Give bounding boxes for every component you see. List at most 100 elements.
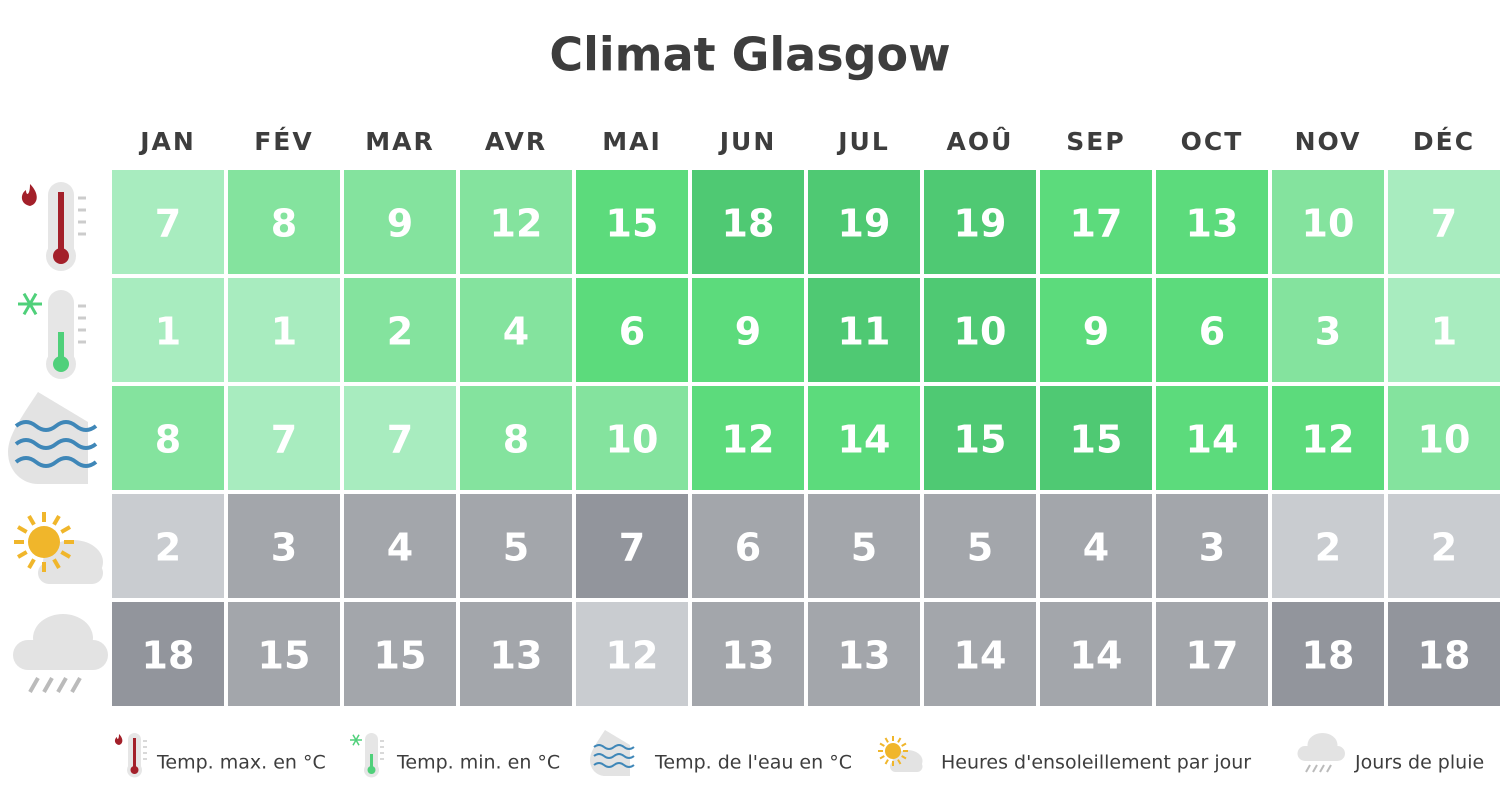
cell xyxy=(1388,386,1500,490)
cell-value: 19 xyxy=(954,202,1007,246)
icon-water xyxy=(8,392,98,484)
thermo-bulb-fill xyxy=(367,766,376,774)
cell-value: 15 xyxy=(606,202,659,246)
cell xyxy=(228,278,340,382)
cell xyxy=(1156,602,1268,706)
cell-value: 18 xyxy=(1418,634,1471,678)
legend-label: Temp. de l'eau en °C xyxy=(654,752,852,774)
cell xyxy=(1040,494,1152,598)
cell xyxy=(344,386,456,490)
cell xyxy=(112,170,224,274)
legend-label: Temp. min. en °C xyxy=(396,752,560,774)
ray xyxy=(60,550,71,559)
cell-value: 8 xyxy=(271,202,297,246)
cell-value: 6 xyxy=(619,310,645,354)
cell-value: 13 xyxy=(722,634,775,678)
cell xyxy=(1272,278,1384,382)
month-label: AVR xyxy=(485,127,547,156)
cell xyxy=(1388,170,1500,274)
month-label: DÉC xyxy=(1413,127,1475,156)
cell xyxy=(924,170,1036,274)
icon-tmin xyxy=(350,733,384,778)
cell-value: 14 xyxy=(1070,634,1123,678)
sun xyxy=(28,526,60,558)
cell-value: 8 xyxy=(155,418,181,462)
ray xyxy=(52,515,61,526)
wave xyxy=(593,753,635,759)
icon-sun xyxy=(878,736,923,772)
cell xyxy=(460,494,572,598)
cell xyxy=(112,386,224,490)
ray xyxy=(884,759,889,765)
cell-value: 7 xyxy=(1431,202,1457,246)
cell xyxy=(924,386,1036,490)
cell-value: 3 xyxy=(1315,310,1341,354)
icon-tmax xyxy=(114,733,147,778)
thermo-fill xyxy=(58,192,64,254)
ray xyxy=(52,558,61,569)
month-label: MAI xyxy=(602,127,662,156)
icon-tmin xyxy=(18,290,86,379)
cell-value: 15 xyxy=(954,418,1007,462)
thermo-bulb-fill xyxy=(53,248,69,264)
drop xyxy=(8,392,88,484)
snow xyxy=(352,734,360,746)
cloud-base xyxy=(890,761,923,772)
cell xyxy=(228,602,340,706)
ray xyxy=(17,525,28,534)
ray xyxy=(879,755,885,760)
cell-value: 9 xyxy=(735,310,761,354)
cell xyxy=(808,170,920,274)
ray xyxy=(897,737,902,743)
month-label: AOÛ xyxy=(947,126,1014,156)
month-label: JUL xyxy=(836,127,890,156)
cell xyxy=(344,170,456,274)
wave xyxy=(593,762,635,768)
cell xyxy=(924,602,1036,706)
cell-value: 18 xyxy=(1302,634,1355,678)
drop xyxy=(590,730,630,776)
cell-value: 5 xyxy=(967,526,993,570)
cell-value: 6 xyxy=(735,526,761,570)
cell xyxy=(1272,494,1384,598)
wave xyxy=(14,438,98,450)
icon-tmax xyxy=(21,182,86,271)
cloud-base xyxy=(1297,746,1345,761)
legend-label: Jours de pluie xyxy=(1354,752,1484,774)
cloud-base xyxy=(38,562,103,584)
cell xyxy=(1156,494,1268,598)
cell-value: 14 xyxy=(838,418,891,462)
rain xyxy=(28,677,40,693)
rain xyxy=(70,677,82,693)
thermo-bulb-fill xyxy=(53,356,69,372)
cell-value: 14 xyxy=(1186,418,1239,462)
cell xyxy=(692,386,804,490)
cell xyxy=(460,278,572,382)
flame xyxy=(21,184,37,206)
cell-value: 13 xyxy=(838,634,891,678)
legend-label: Temp. max. en °C xyxy=(156,752,326,774)
cell xyxy=(808,494,920,598)
cell-value: 17 xyxy=(1070,202,1123,246)
month-label: MAR xyxy=(365,127,434,156)
thermo-fill xyxy=(58,332,64,362)
cell-value: 19 xyxy=(838,202,891,246)
wave xyxy=(593,744,635,750)
cell xyxy=(1272,386,1384,490)
cell xyxy=(228,494,340,598)
cell xyxy=(1156,386,1268,490)
cell-value: 12 xyxy=(1302,418,1355,462)
cell xyxy=(344,602,456,706)
cell-value: 2 xyxy=(155,526,181,570)
ray xyxy=(27,558,36,569)
wave xyxy=(14,456,98,468)
cell-value: 7 xyxy=(155,202,181,246)
cell xyxy=(1388,278,1500,382)
icon-sun xyxy=(14,512,103,584)
cell-value: 9 xyxy=(387,202,413,246)
cell-value: 5 xyxy=(851,526,877,570)
cell-value: 17 xyxy=(1186,634,1239,678)
cell-value: 10 xyxy=(606,418,659,462)
cell-value: 15 xyxy=(1070,418,1123,462)
